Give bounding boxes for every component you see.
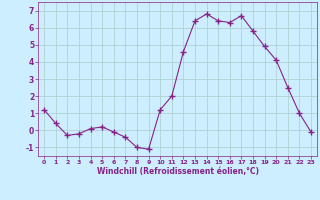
- X-axis label: Windchill (Refroidissement éolien,°C): Windchill (Refroidissement éolien,°C): [97, 167, 259, 176]
